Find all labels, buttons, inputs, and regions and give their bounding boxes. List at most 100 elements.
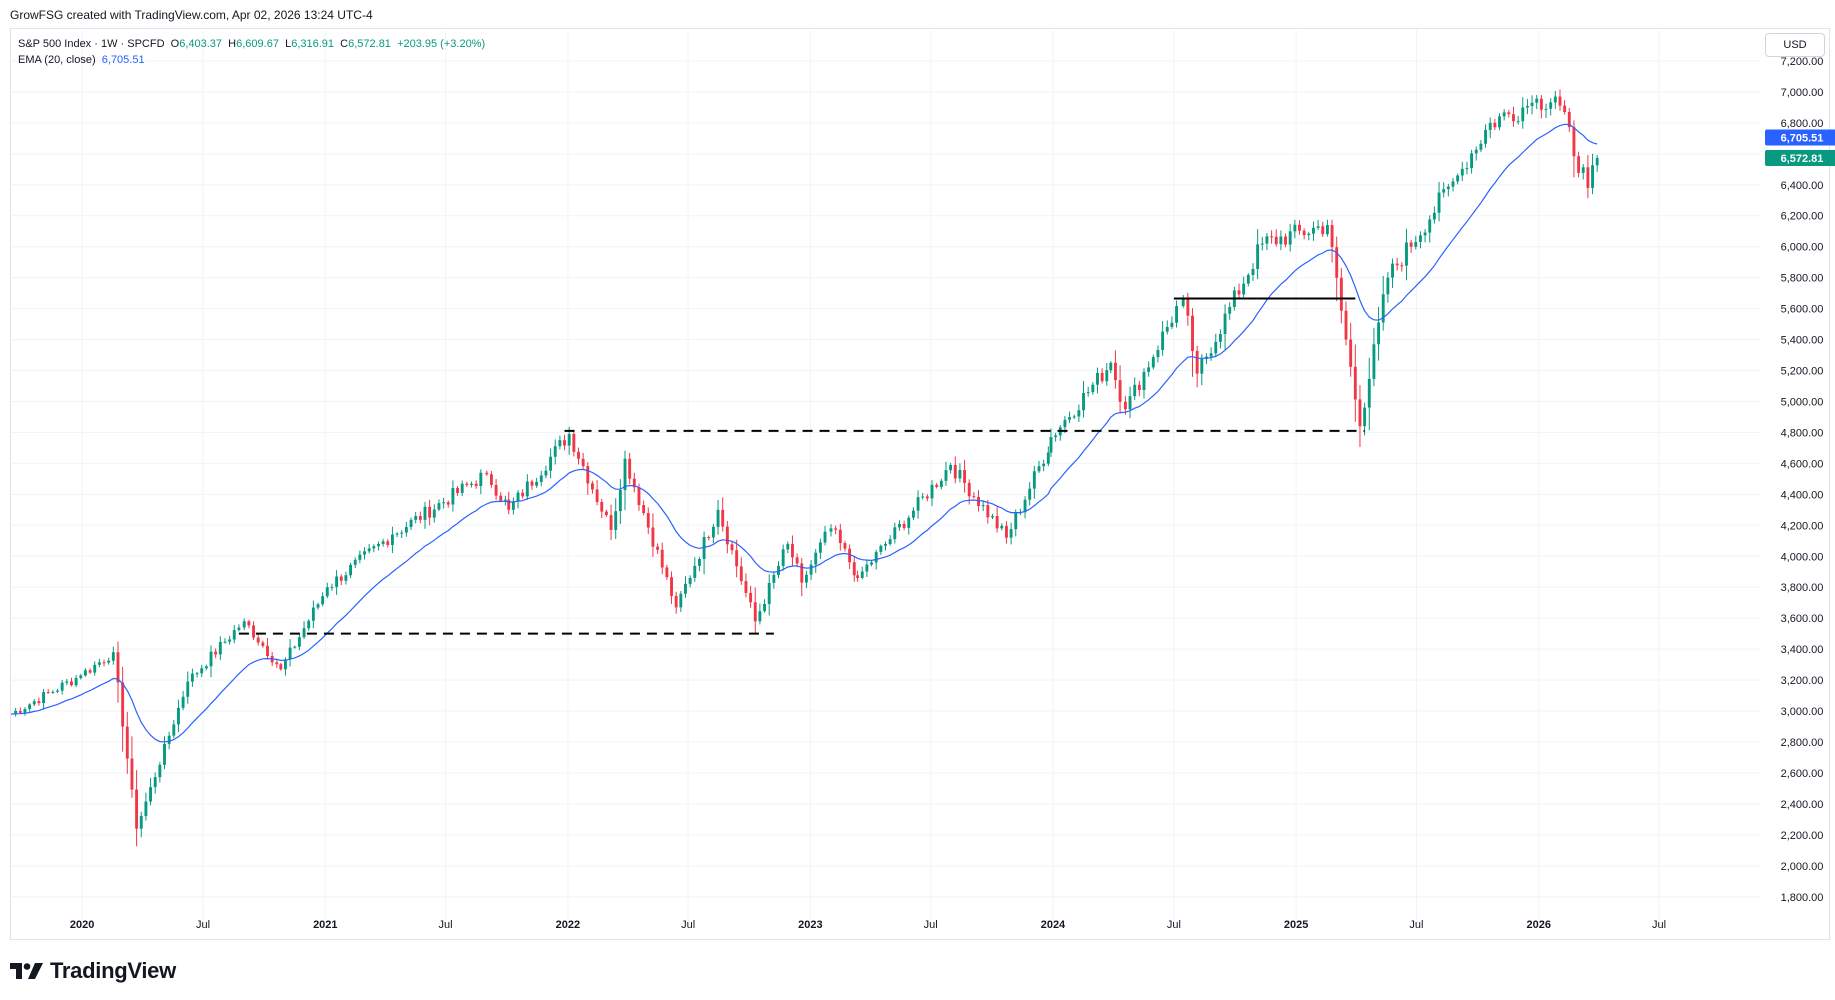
candle-body xyxy=(446,502,450,505)
candle-body xyxy=(386,541,390,546)
candle-body xyxy=(852,562,856,576)
candle-body xyxy=(1270,236,1274,238)
candle-body xyxy=(56,690,59,692)
candle-body xyxy=(1381,294,1385,323)
candle-body xyxy=(1191,315,1194,351)
candle-body xyxy=(660,549,664,568)
candle-body xyxy=(823,531,827,543)
ema-price-badge: 6,705.51 xyxy=(1781,132,1824,144)
y-tick-label: 4,000.00 xyxy=(1781,551,1824,563)
ohlc-row[interactable]: S&P 500 Index · 1W · SPCFD O6,403.37 H6,… xyxy=(18,36,485,52)
candle-body xyxy=(1086,392,1090,394)
candle-body xyxy=(935,484,939,487)
candle-body xyxy=(637,487,641,506)
last-price-badge-bg xyxy=(1765,150,1835,167)
candle-body xyxy=(953,464,957,479)
y-tick-label: 5,400.00 xyxy=(1781,335,1824,347)
candle-body xyxy=(516,492,520,502)
candle-body xyxy=(684,583,687,594)
candle-body xyxy=(1186,299,1190,316)
candle-body xyxy=(1028,488,1032,500)
open-value: 6,403.37 xyxy=(179,38,223,50)
candle-body xyxy=(1251,269,1255,276)
y-tick-label: 2,600.00 xyxy=(1781,768,1824,780)
candle-body xyxy=(139,815,143,829)
candle-body xyxy=(204,666,208,669)
candle-body xyxy=(381,541,385,544)
candle-body xyxy=(893,527,897,540)
candle-body xyxy=(786,543,790,550)
candle-body xyxy=(1400,265,1404,267)
candle-body xyxy=(618,490,622,512)
candle-body xyxy=(535,481,539,486)
candle-body xyxy=(252,625,255,638)
y-tick-label: 5,200.00 xyxy=(1781,366,1824,378)
candle-body xyxy=(1539,98,1543,110)
y-tick-label: 6,200.00 xyxy=(1781,211,1824,223)
candle-body xyxy=(702,537,706,559)
candle-body xyxy=(1165,326,1169,332)
y-tick-label: 5,600.00 xyxy=(1781,304,1824,316)
candle-body xyxy=(749,592,753,603)
ema-value: 6,705.51 xyxy=(101,54,145,66)
currency-button[interactable]: USD xyxy=(1765,33,1825,57)
y-tick-label: 4,600.00 xyxy=(1781,458,1824,470)
candle-body xyxy=(149,787,152,802)
candle-body xyxy=(1507,112,1511,115)
ema-row[interactable]: EMA (20, close) 6,705.51 xyxy=(18,52,485,68)
candle-body xyxy=(102,662,106,664)
candle-body xyxy=(711,526,715,538)
candle-body xyxy=(1242,283,1246,295)
candle-body xyxy=(297,637,301,647)
candle-body xyxy=(1567,111,1571,128)
candle-body xyxy=(1256,244,1260,270)
candle-body xyxy=(74,678,78,686)
candle-body xyxy=(1321,226,1325,235)
candle-body xyxy=(870,562,873,565)
candle-body xyxy=(1349,339,1353,367)
candle-body xyxy=(116,652,120,683)
x-tick-label: 2024 xyxy=(1041,919,1066,931)
candle-body xyxy=(1335,247,1339,278)
candle-body xyxy=(494,484,498,496)
y-tick-label: 3,800.00 xyxy=(1781,582,1824,594)
candle-body xyxy=(97,662,101,665)
candle-body xyxy=(525,481,529,497)
candle-body xyxy=(991,516,994,518)
candle-body xyxy=(367,548,371,552)
candle-body xyxy=(646,513,650,528)
candle-body xyxy=(707,537,711,539)
candle-body xyxy=(218,641,222,655)
candle-body xyxy=(261,642,265,646)
candle-body xyxy=(1367,378,1371,408)
candle-body xyxy=(293,646,297,648)
candle-body xyxy=(1100,372,1104,382)
candle-body xyxy=(1525,105,1529,108)
candle-body xyxy=(14,710,18,715)
chart-frame[interactable] xyxy=(10,28,1830,940)
candle-body xyxy=(511,501,515,510)
candle-body xyxy=(485,472,489,475)
candle-body xyxy=(158,764,162,778)
candle-body xyxy=(697,558,701,566)
candle-body xyxy=(763,603,767,612)
candle-body xyxy=(1298,224,1301,231)
tradingview-logo[interactable]: TradingView xyxy=(10,958,176,984)
candle-body xyxy=(83,670,87,676)
candle-body xyxy=(242,621,246,628)
candle-body xyxy=(665,567,669,578)
candle-body xyxy=(200,668,204,674)
candle-body xyxy=(679,593,683,608)
candle-body xyxy=(591,483,594,490)
candle-body xyxy=(144,801,148,816)
candle-body xyxy=(358,554,362,560)
candle-body xyxy=(939,480,943,487)
candle-body xyxy=(1109,362,1113,371)
candle-body xyxy=(1372,344,1376,379)
candle-body xyxy=(1218,334,1222,342)
legend: S&P 500 Index · 1W · SPCFD O6,403.37 H6,… xyxy=(18,36,485,68)
candle-body xyxy=(888,539,892,545)
candle-body xyxy=(572,433,576,452)
symbol-label: S&P 500 Index · 1W · SPCFD xyxy=(18,38,165,50)
